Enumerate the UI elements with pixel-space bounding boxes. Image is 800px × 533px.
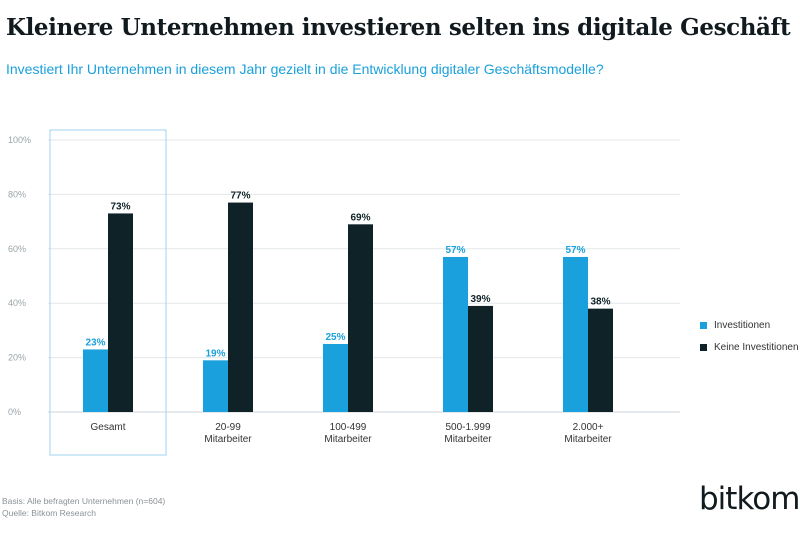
bar-investitionen: [323, 344, 348, 412]
data-label: 23%: [85, 337, 105, 348]
legend: Investitionen Keine Investitionen: [700, 317, 799, 361]
bar-keine-investitionen: [348, 224, 373, 412]
x-tick-label: Mitarbeiter: [564, 434, 612, 445]
highlight-box: [49, 129, 167, 456]
y-tick-label: 20%: [8, 353, 26, 363]
x-tick-label: 100-499: [330, 422, 367, 433]
data-label: 77%: [230, 191, 250, 202]
bar-keine-investitionen: [468, 305, 493, 412]
data-label: 73%: [110, 201, 130, 212]
x-tick-label: Gesamt: [90, 422, 125, 433]
data-label: 69%: [350, 212, 370, 223]
data-label: 38%: [590, 297, 610, 308]
legend-label-investitionen: Investitionen: [714, 319, 771, 331]
bar-investitionen: [443, 256, 468, 412]
bar-keine-investitionen: [228, 202, 253, 412]
bar-investitionen: [203, 360, 228, 412]
y-tick-label: 40%: [8, 298, 26, 308]
y-tick-label: 0%: [8, 407, 21, 417]
data-label: 57%: [445, 245, 465, 256]
legend-item-keine-investitionen: Keine Investitionen: [700, 339, 799, 355]
footnote-source: Quelle: Bitkom Research: [2, 508, 97, 518]
x-tick-label: Mitarbeiter: [444, 434, 492, 445]
chart-subtitle: Investiert Ihr Unternehmen in diesem Jah…: [6, 61, 604, 77]
bar-investitionen: [563, 256, 588, 412]
x-tick-label: 500-1.999: [445, 422, 490, 433]
legend-swatch-investitionen: [700, 321, 707, 329]
data-label: 39%: [470, 294, 490, 305]
legend-swatch-keine-investitionen: [700, 343, 707, 351]
footnote: Basis: Alle befragten Unternehmen (n=604…: [2, 495, 165, 519]
y-tick-label: 80%: [8, 189, 26, 199]
x-tick-label: 2.000+: [573, 422, 604, 433]
bar-keine-investitionen: [588, 308, 613, 412]
bitkom-logo: bitkom: [699, 481, 800, 517]
x-tick-label: Mitarbeiter: [204, 434, 252, 445]
x-tick-label: 20-99: [215, 422, 241, 433]
chart-title: Kleinere Unternehmen investieren selten …: [6, 14, 791, 41]
bar-keine-investitionen: [108, 213, 133, 412]
legend-label-keine-investitionen: Keine Investitionen: [714, 341, 799, 353]
bar-investitionen: [83, 349, 108, 412]
y-tick-label: 100%: [8, 135, 31, 145]
legend-item-investitionen: Investitionen: [700, 317, 799, 333]
data-label: 57%: [565, 245, 585, 256]
data-label: 25%: [325, 332, 345, 343]
footnote-basis: Basis: Alle befragten Unternehmen (n=604…: [2, 496, 166, 506]
data-label: 19%: [205, 348, 225, 359]
x-tick-label: Mitarbeiter: [324, 434, 372, 445]
y-tick-label: 60%: [8, 244, 26, 254]
